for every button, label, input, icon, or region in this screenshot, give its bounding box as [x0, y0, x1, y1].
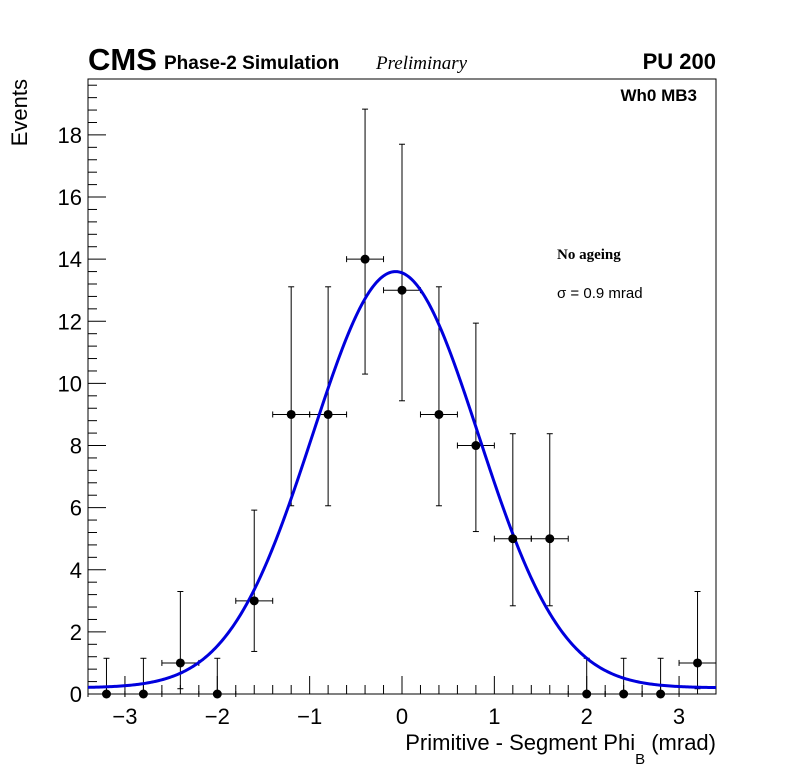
y-tick-label: 16: [58, 185, 82, 210]
sigma-value: = 0.9 mrad: [566, 285, 642, 302]
fit-curve: [87, 270, 717, 690]
y-tick-label: 6: [70, 496, 82, 521]
y-tick-label: 12: [58, 309, 82, 334]
data-point: [286, 409, 296, 419]
data-point: [175, 658, 185, 668]
data-point: [619, 689, 629, 699]
data-point: [212, 689, 222, 699]
y-tick-label: 8: [70, 434, 82, 459]
y-tick-label: 2: [70, 620, 82, 645]
x-axis-title: Primitive - Segment PhiB (mrad): [405, 730, 716, 768]
y-tick-label: 10: [58, 371, 82, 396]
error-bars: [87, 108, 717, 697]
sigma-label: σ = 0.9 mrad: [557, 285, 643, 302]
data-point: [693, 658, 703, 668]
data-markers: [101, 254, 703, 699]
x-tick-label: 3: [673, 704, 685, 729]
data-point: [397, 285, 407, 295]
preliminary-label: Preliminary: [375, 53, 468, 74]
x-tick-label: 1: [488, 704, 500, 729]
x-tick-label: −2: [205, 704, 230, 729]
y-tick-label: 18: [58, 123, 82, 148]
y-tick-label: 14: [58, 247, 82, 272]
data-point: [434, 409, 444, 419]
data-point: [138, 689, 148, 699]
region-label: Wh0 MB3: [621, 86, 698, 105]
sigma-symbol: σ: [557, 285, 567, 302]
x-axis-title-subscript: B: [635, 751, 645, 768]
y-tick-label: 4: [70, 558, 82, 583]
ageing-label: No ageing: [557, 247, 621, 263]
data-point: [360, 254, 370, 264]
data-point: [582, 689, 592, 699]
y-tick-label: 0: [70, 682, 82, 707]
data-point: [545, 534, 555, 544]
x-tick-label: 0: [396, 704, 408, 729]
data-point: [101, 689, 111, 699]
data-point: [656, 689, 666, 699]
x-tick-label: 2: [581, 704, 593, 729]
x-axis-title-main: Primitive - Segment Phi: [405, 730, 635, 755]
simulation-label: Phase-2 Simulation: [164, 53, 339, 74]
data-point: [471, 441, 481, 451]
x-tick-label: −3: [112, 704, 137, 729]
x-tick-label: −1: [297, 704, 322, 729]
cms-label: CMS: [88, 42, 157, 77]
pileup-label: PU 200: [643, 49, 716, 74]
data-point: [508, 534, 518, 544]
x-axis-title-unit: (mrad): [645, 730, 716, 755]
fit-group: [87, 270, 717, 690]
data-point: [323, 409, 333, 419]
y-axis-title: Events: [7, 79, 32, 146]
data-point: [249, 596, 259, 606]
